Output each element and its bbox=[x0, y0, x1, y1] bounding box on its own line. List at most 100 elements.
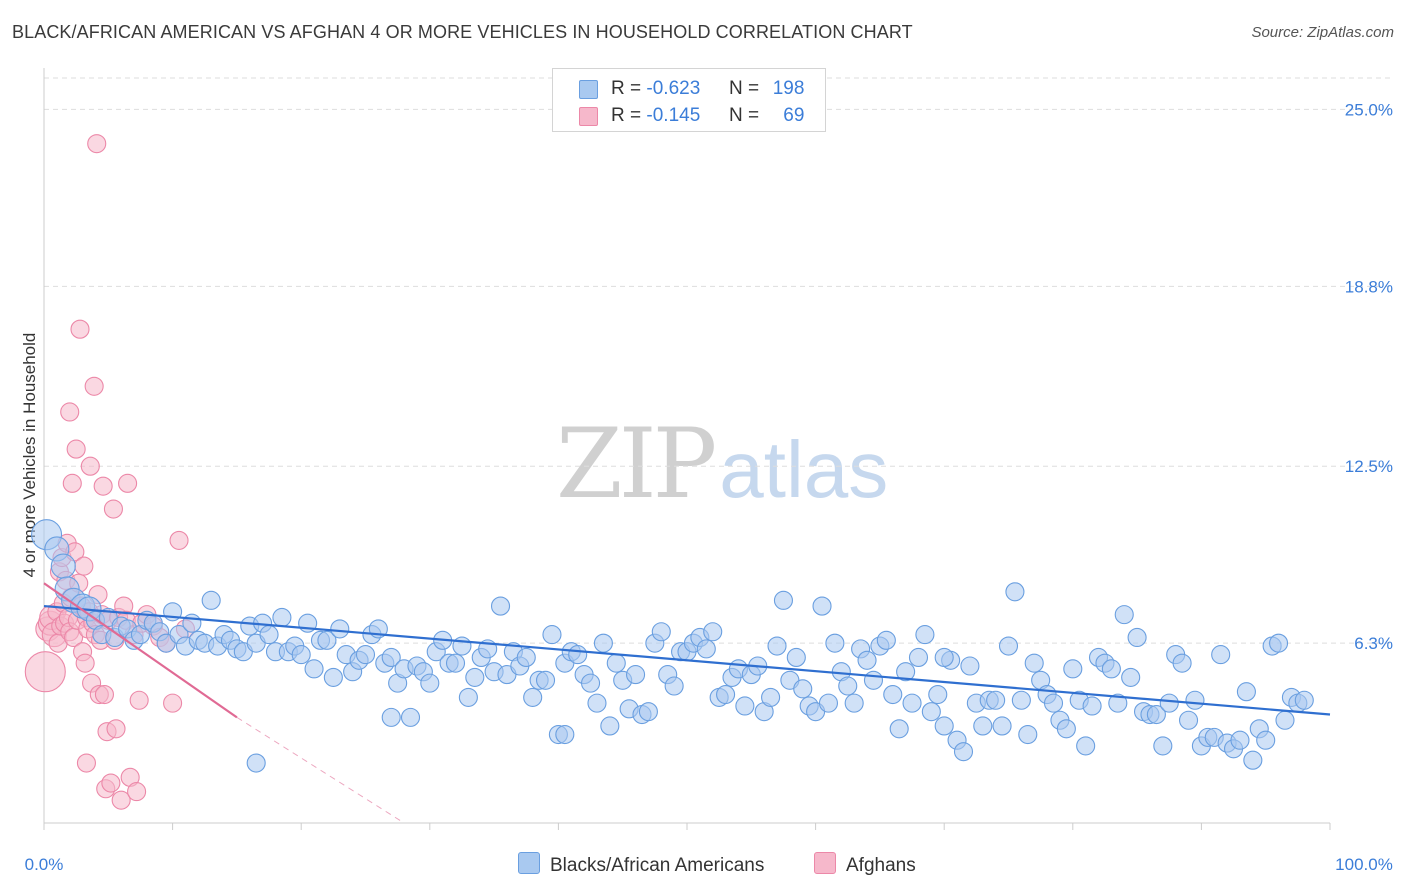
blacks-point bbox=[735, 696, 755, 716]
afghans-point bbox=[111, 790, 131, 810]
blacks-point bbox=[696, 639, 716, 659]
watermark: ZIPatlas bbox=[556, 408, 888, 520]
blacks-point bbox=[857, 650, 877, 670]
blacks-point bbox=[889, 719, 909, 739]
blacks-point bbox=[458, 687, 478, 707]
blacks-point bbox=[761, 687, 781, 707]
blacks-point bbox=[587, 693, 607, 713]
legend-n-value: 69 bbox=[783, 105, 805, 126]
blacks-point bbox=[516, 647, 536, 667]
legend-swatch-blue bbox=[579, 80, 598, 99]
blacks-point bbox=[1024, 653, 1044, 673]
blacks-point bbox=[259, 625, 279, 645]
blacks-point bbox=[902, 693, 922, 713]
blacks-point bbox=[767, 636, 787, 656]
watermark-zip: ZIP bbox=[556, 408, 717, 520]
blacks-point bbox=[651, 622, 671, 642]
chart-title: BLACK/AFRICAN AMERICAN VS AFGHAN 4 OR MO… bbox=[12, 22, 913, 42]
x-tick-label-min: 0.0% bbox=[25, 855, 64, 874]
blacks-point bbox=[542, 625, 562, 645]
blacks-point bbox=[1236, 682, 1256, 702]
tick-labels: 6.3% 12.5% 18.8% 25.0% 0.0% 100.0% bbox=[25, 100, 1393, 874]
blacks-point bbox=[600, 716, 620, 736]
blacks-point bbox=[1269, 633, 1289, 653]
afghans-point bbox=[70, 319, 90, 339]
blacks-point bbox=[317, 630, 337, 650]
afghans-point bbox=[103, 499, 123, 519]
blacks-point bbox=[555, 724, 575, 745]
blacks-point bbox=[953, 742, 974, 762]
y-tick-label: 6.3% bbox=[1354, 634, 1393, 653]
blacks-point bbox=[1185, 690, 1205, 710]
blacks-point bbox=[786, 647, 806, 667]
blacks-point bbox=[703, 622, 723, 642]
blacks-point bbox=[973, 716, 993, 736]
blacks-point bbox=[420, 673, 440, 693]
source-credit: Source: ZipAtlas.com bbox=[1251, 24, 1394, 41]
blacks-point bbox=[812, 596, 832, 616]
series-legend: Blacks/African Americans Afghans bbox=[0, 852, 1406, 878]
blacks-point bbox=[928, 685, 948, 705]
blacks-point bbox=[1127, 627, 1147, 648]
blacks-point bbox=[1294, 690, 1314, 710]
legend-r-value: -0.145 bbox=[646, 105, 701, 126]
blacks-trend-line bbox=[43, 604, 1331, 716]
blacks-point bbox=[1172, 653, 1192, 673]
blacks-point bbox=[915, 625, 935, 645]
blacks-point bbox=[1275, 710, 1295, 730]
blacks-point bbox=[1108, 693, 1128, 713]
blacks-point bbox=[838, 676, 858, 696]
blacks-point bbox=[638, 702, 658, 722]
blacks-point bbox=[523, 687, 543, 707]
blacks-point bbox=[921, 702, 941, 722]
y-tick-label: 18.8% bbox=[1345, 277, 1393, 296]
blacks-point bbox=[1011, 690, 1031, 710]
legend-swatch-pink bbox=[579, 107, 598, 126]
afghans-point bbox=[169, 530, 189, 550]
blacks-point bbox=[883, 685, 903, 705]
blacks-point bbox=[593, 633, 613, 653]
x-tick-label-max: 100.0% bbox=[1335, 855, 1393, 874]
blacks-point bbox=[908, 647, 929, 667]
legend-item-afghans: Afghans bbox=[814, 852, 916, 877]
y-tick-label: 12.5% bbox=[1345, 457, 1393, 476]
blacks-point bbox=[992, 716, 1012, 736]
blacks-points bbox=[31, 519, 1314, 773]
legend-n: N = 69 bbox=[729, 105, 805, 126]
afghans-point bbox=[93, 476, 113, 496]
afghans-point bbox=[106, 719, 126, 739]
blacks-point bbox=[535, 670, 556, 690]
legend-row-blacks: R = -0.623 N = 198 bbox=[553, 75, 825, 103]
blacks-point bbox=[934, 647, 954, 667]
blacks-point bbox=[291, 645, 311, 665]
blacks-point bbox=[606, 653, 626, 673]
afghans-trend-line bbox=[43, 582, 238, 719]
blacks-point bbox=[1043, 693, 1064, 713]
afghans-point bbox=[60, 402, 80, 422]
afghans-point bbox=[76, 753, 96, 773]
watermark-atlas: atlas bbox=[719, 425, 889, 514]
blacks-point bbox=[246, 753, 266, 773]
blacks-point bbox=[304, 659, 324, 679]
blacks-point bbox=[876, 630, 896, 650]
blacks-point bbox=[330, 619, 350, 639]
blacks-point bbox=[1178, 710, 1199, 730]
blacks-point bbox=[445, 653, 466, 673]
blacks-point bbox=[182, 613, 202, 633]
blacks-point bbox=[986, 690, 1006, 710]
afghans-point bbox=[75, 653, 95, 673]
blacks-point bbox=[50, 553, 76, 579]
blacks-point bbox=[1211, 645, 1231, 665]
blacks-point bbox=[465, 667, 485, 687]
correlation-legend: R = -0.623 N = 198 R = -0.145 N = 69 bbox=[552, 68, 826, 132]
legend-swatch-blue bbox=[518, 852, 540, 874]
blacks-point bbox=[1153, 736, 1173, 756]
blacks-point bbox=[934, 716, 954, 736]
blacks-point bbox=[818, 693, 839, 713]
blacks-point bbox=[825, 633, 845, 653]
legend-r: R = -0.623 bbox=[611, 78, 701, 99]
afghans-point bbox=[129, 690, 149, 710]
blacks-point bbox=[793, 679, 813, 699]
afghans-point bbox=[84, 376, 104, 396]
